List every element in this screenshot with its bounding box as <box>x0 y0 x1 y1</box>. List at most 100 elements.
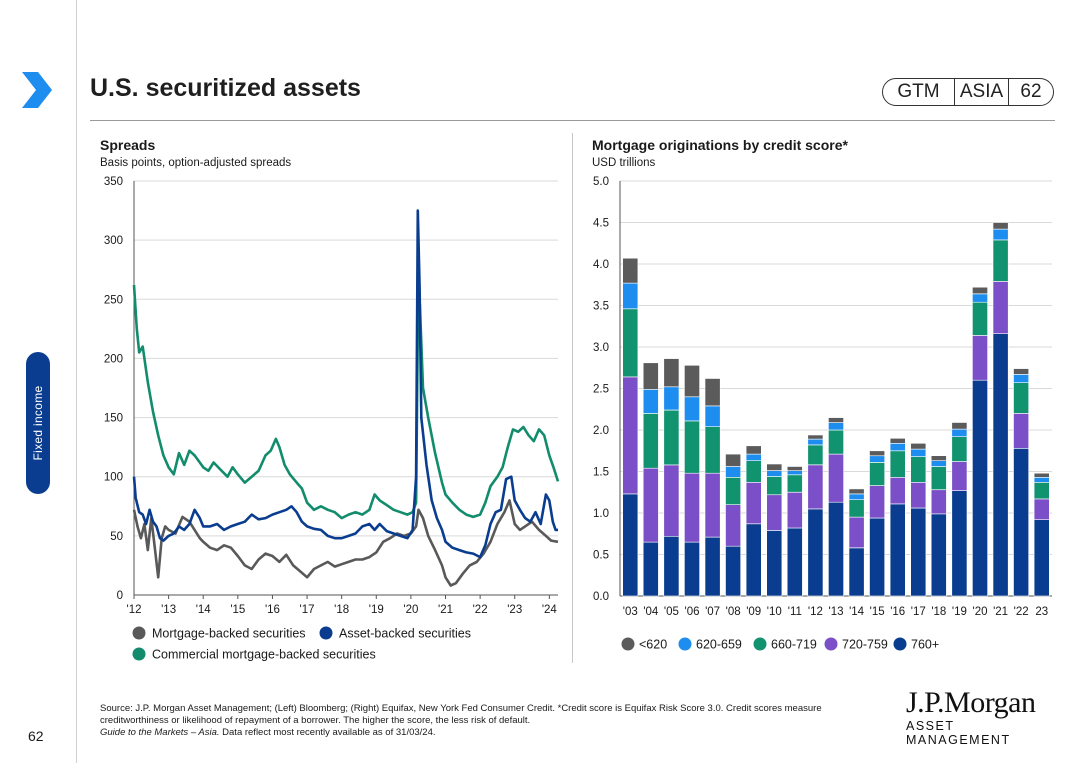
spreads-ytick-label: 200 <box>104 353 123 365</box>
originations-bar-s620 <box>807 438 824 446</box>
originations-bar-s660 <box>910 456 927 483</box>
page-title: U.S. securitized assets <box>90 74 361 102</box>
originations-bar-s720 <box>725 504 741 547</box>
originations-bar-s620 <box>930 460 947 467</box>
originations-bar-s620 <box>1013 374 1029 383</box>
originations-bar-s660 <box>704 426 721 474</box>
originations-xtick-label: '16 <box>890 606 905 618</box>
originations-title: Mortgage originations by credit score* <box>592 137 848 153</box>
spreads-subtitle: Basis points, option-adjusted spreads <box>100 157 291 169</box>
spreads-legend-label: Asset-backed securities <box>339 627 471 641</box>
originations-bar-s660 <box>766 476 783 496</box>
originations-bar-s760 <box>704 536 721 597</box>
originations-bar-lt620 <box>642 362 659 390</box>
jpmorgan-logo: J.P.Morgan ASSET MANAGEMENT <box>906 686 1056 747</box>
originations-bar-s720 <box>663 464 680 537</box>
spreads-legend-marker <box>132 647 146 661</box>
originations-bar-s760 <box>786 527 803 597</box>
originations-xtick-label: '19 <box>952 606 967 618</box>
spreads-xtick-label: '24 <box>542 604 558 616</box>
originations-bar-s720 <box>704 472 721 538</box>
originations-legend-label: 620-659 <box>696 638 742 652</box>
originations-bar-s660 <box>889 450 906 478</box>
originations-ytick-label: 2.0 <box>593 425 609 437</box>
originations-bar-s760 <box>869 517 885 597</box>
chevron-right-icon[interactable] <box>20 70 54 110</box>
originations-bar-lt620 <box>786 466 803 471</box>
originations-bar-s620 <box>910 448 927 457</box>
spreads-xtick-label: '18 <box>334 604 349 616</box>
spreads-legend-label: Mortgage-backed securities <box>152 627 306 641</box>
originations-bar-s720 <box>745 481 762 525</box>
originations-bar-s660 <box>745 460 762 483</box>
chart-divider <box>572 133 573 663</box>
originations-bar-s760 <box>972 379 988 597</box>
originations-legend-marker <box>753 637 767 651</box>
originations-xtick-label: '18 <box>931 606 946 618</box>
originations-bar-s720 <box>828 453 844 503</box>
originations-bar-s760 <box>992 333 1009 597</box>
logo-main: J.P.Morgan <box>906 686 1036 719</box>
spreads-ytick-label: 0 <box>117 590 123 602</box>
originations-bar-lt620 <box>889 437 906 444</box>
originations-bar-s660 <box>684 420 700 474</box>
originations-bar-s660 <box>663 409 680 466</box>
originations-xtick-label: '15 <box>870 606 885 618</box>
originations-bar-s760 <box>1033 519 1050 597</box>
spreads-xtick-label: '14 <box>196 604 212 616</box>
spreads-ytick-label: 100 <box>104 472 123 484</box>
originations-bar-s760 <box>642 541 659 597</box>
spreads-ytick-label: 150 <box>104 413 123 425</box>
originations-ytick-label: 1.5 <box>593 467 609 479</box>
originations-bar-s760 <box>622 493 639 597</box>
spreads-xtick-label: '16 <box>265 604 280 616</box>
originations-bar-s660 <box>951 436 968 462</box>
originations-legend-label: 720-759 <box>842 638 888 652</box>
originations-bar-lt620 <box>745 445 762 455</box>
guide-title: Guide to the Markets – Asia. <box>100 727 220 738</box>
originations-bar-s620 <box>745 453 762 462</box>
source-text: Source: J.P. Morgan Asset Management; (L… <box>100 703 822 726</box>
originations-ytick-label: 0.0 <box>593 591 609 603</box>
originations-bar-s720 <box>930 489 947 515</box>
originations-bar-s620 <box>704 405 721 427</box>
originations-bar-lt620 <box>766 463 783 471</box>
originations-bar-s720 <box>1033 498 1050 520</box>
originations-bar-s760 <box>848 547 865 597</box>
originations-bar-s620 <box>642 388 659 414</box>
originations-xtick-label: '14 <box>849 606 865 618</box>
originations-bar-s720 <box>972 335 988 381</box>
originations-xtick-label: '04 <box>643 606 659 618</box>
originations-legend-label: 760+ <box>911 638 939 652</box>
originations-legend-marker <box>678 637 692 651</box>
originations-bar-s620 <box>848 493 865 500</box>
originations-bar-lt620 <box>848 488 865 495</box>
originations-bar-s620 <box>1033 476 1050 483</box>
spreads-xtick-label: '21 <box>438 604 453 616</box>
originations-bar-s760 <box>684 541 700 597</box>
originations-ytick-label: 4.0 <box>593 259 609 271</box>
originations-bar-s660 <box>869 462 885 486</box>
originations-bar-s660 <box>972 301 988 336</box>
originations-bar-s720 <box>992 281 1009 334</box>
originations-bar-s660 <box>848 499 865 518</box>
section-tab[interactable] <box>26 352 50 494</box>
spreads-xtick-label: '23 <box>507 604 522 616</box>
spreads-legend-marker <box>319 626 333 640</box>
spreads-ytick-label: 300 <box>104 235 123 247</box>
originations-bar-s620 <box>992 228 1009 241</box>
originations-bar-s660 <box>992 239 1009 282</box>
spreads-line-abs <box>132 209 558 559</box>
originations-bar-s620 <box>786 470 803 476</box>
originations-bar-s660 <box>1033 481 1050 500</box>
originations-bar-s760 <box>725 545 741 597</box>
originations-legend-label: <620 <box>639 638 667 652</box>
originations-bar-s720 <box>807 464 824 510</box>
originations-bar-s720 <box>786 491 803 529</box>
originations-xtick-label: '05 <box>664 606 679 618</box>
originations-ytick-label: 2.5 <box>593 384 609 396</box>
originations-bar-s660 <box>828 429 844 455</box>
originations-ytick-label: 5.0 <box>593 176 609 188</box>
spreads-xtick-label: '20 <box>403 604 418 616</box>
originations-xtick-label: '21 <box>993 606 1008 618</box>
